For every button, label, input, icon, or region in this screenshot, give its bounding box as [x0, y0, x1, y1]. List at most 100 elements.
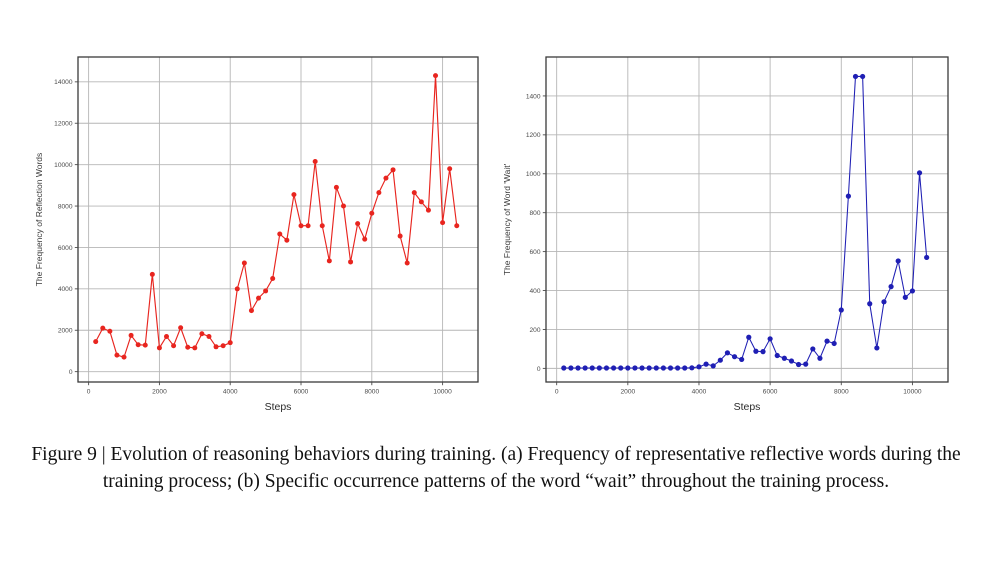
data-point — [234, 286, 240, 292]
x-axis-title: Steps — [734, 401, 761, 413]
data-point — [241, 260, 247, 266]
data-point — [888, 284, 894, 290]
data-point — [305, 223, 311, 229]
data-point — [724, 350, 731, 356]
grid-lines — [78, 57, 478, 382]
data-point — [788, 358, 795, 364]
x-tick-label: 0 — [87, 389, 91, 396]
data-point — [454, 223, 460, 229]
x-tick-label: 10000 — [433, 389, 452, 396]
axis-spines — [545, 56, 949, 383]
data-point — [696, 364, 702, 370]
data-point — [333, 184, 339, 190]
y-tick-label: 0 — [537, 366, 541, 373]
reflection-words-chart: 0 2000 4000 6000 8000 10000 0 2000 4000 6000 8000 1… — [34, 56, 479, 413]
data-point — [803, 361, 809, 367]
data-point — [646, 365, 652, 371]
data-point — [774, 352, 780, 359]
y-tick-label: 800 — [529, 210, 540, 217]
data-point — [390, 167, 396, 173]
data-point — [326, 258, 332, 264]
data-point — [340, 203, 346, 209]
data-point — [852, 73, 859, 80]
data-point — [924, 254, 930, 261]
data-point — [881, 299, 887, 305]
data-point — [909, 288, 916, 294]
data-point — [135, 342, 141, 348]
data-point — [227, 340, 233, 346]
data-point — [277, 231, 283, 237]
data-point — [192, 345, 198, 351]
data-point — [902, 294, 908, 300]
chart-panel-b: 0 2000 4000 6000 8000 10000 0 200 400 600 800 1000 1… — [496, 0, 992, 430]
x-tick-label: 8000 — [364, 389, 379, 396]
data-point — [717, 357, 723, 363]
data-point — [561, 365, 567, 371]
data-point — [425, 207, 431, 213]
data-series — [561, 73, 930, 371]
axis-ticks: 0 2000 4000 6000 8000 10000 0 2000 4000 6000 8000 1… — [54, 79, 452, 395]
data-point — [319, 223, 325, 229]
data-point — [746, 334, 752, 340]
data-point — [376, 190, 382, 196]
x-tick-label: 6000 — [294, 389, 309, 396]
data-point — [916, 170, 923, 176]
data-point — [731, 354, 738, 360]
y-axis-title: The Frequency of Reflection Words — [34, 153, 44, 287]
grid-lines — [546, 57, 948, 382]
series-line — [95, 75, 458, 358]
data-point — [838, 307, 844, 313]
data-point — [433, 73, 439, 79]
data-point — [575, 365, 581, 371]
data-point — [100, 325, 106, 331]
wait-word-chart: 0 2000 4000 6000 8000 10000 0 200 400 600 800 1000 1… — [502, 56, 949, 413]
y-tick-label: 6000 — [58, 245, 73, 252]
data-point — [760, 349, 766, 355]
data-point — [369, 210, 375, 216]
data-point — [362, 236, 368, 242]
y-tick-label: 4000 — [58, 286, 73, 293]
x-tick-label: 0 — [555, 389, 559, 396]
figure-caption: Figure 9 | Evolution of reasoning behavi… — [31, 444, 961, 492]
y-tick-label: 200 — [529, 327, 540, 334]
data-point — [447, 166, 453, 172]
y-tick-label: 1000 — [526, 171, 541, 178]
data-point — [568, 365, 574, 371]
x-tick-label: 4000 — [692, 389, 707, 396]
data-point — [107, 328, 113, 334]
data-point — [256, 295, 262, 301]
data-point — [270, 276, 276, 281]
y-tick-label: 400 — [529, 288, 540, 295]
data-point — [121, 354, 127, 360]
y-tick-label: 8000 — [58, 203, 73, 210]
data-point — [440, 220, 446, 226]
data-point — [632, 365, 638, 371]
x-tick-label: 6000 — [763, 389, 778, 396]
data-point — [418, 199, 424, 205]
data-point — [142, 342, 148, 348]
data-point — [171, 343, 177, 349]
data-point — [355, 221, 361, 227]
data-point — [817, 355, 823, 361]
data-point — [689, 365, 695, 371]
data-point — [831, 340, 837, 347]
data-point — [710, 363, 716, 369]
data-point — [810, 346, 816, 352]
x-tick-label: 2000 — [152, 389, 167, 396]
data-point — [781, 355, 787, 361]
axis-ticks: 0 2000 4000 6000 8000 10000 0 200 400 600 800 1000 1… — [526, 93, 922, 395]
data-point — [703, 361, 709, 367]
data-point — [603, 365, 610, 371]
y-tick-label: 0 — [69, 369, 73, 376]
x-tick-label: 4000 — [223, 389, 238, 396]
data-point — [660, 365, 666, 371]
chart-panel-a: 0 2000 4000 6000 8000 10000 0 2000 4000 6000 8000 1… — [0, 0, 496, 430]
y-axis-title: The Frequency of Word 'Wait' — [502, 163, 512, 275]
x-axis-title: Steps — [265, 401, 292, 413]
y-tick-label: 12000 — [54, 121, 73, 128]
data-point — [739, 356, 745, 363]
axis-spines — [77, 56, 479, 383]
y-tick-label: 1400 — [526, 93, 541, 100]
data-point — [667, 365, 674, 371]
y-tick-label: 2000 — [58, 328, 73, 335]
